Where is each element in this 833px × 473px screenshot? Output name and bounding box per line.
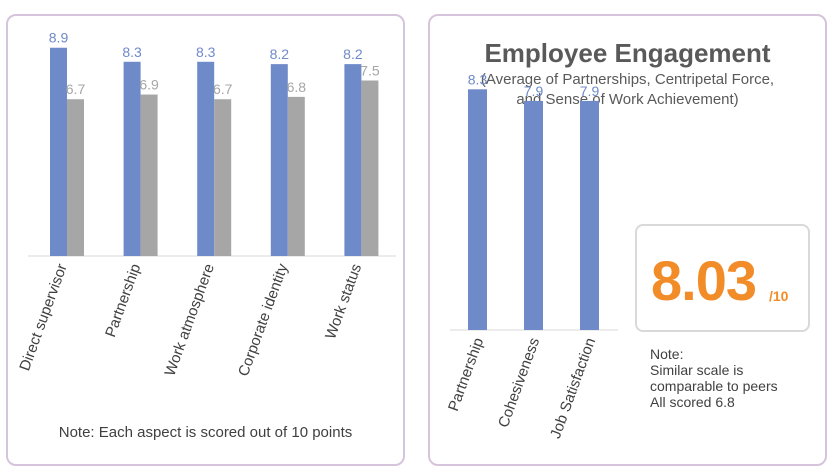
data-label: 8.2 xyxy=(270,46,290,62)
category-label: Partnership xyxy=(102,262,144,340)
data-label: 8.3 xyxy=(122,44,142,60)
engagement-panel: Employee Engagement (Average of Partners… xyxy=(428,14,827,466)
category-label: Cohesiveness xyxy=(495,336,543,430)
engagement-chart: 8.3 Partnership 7.9 Cohesiveness 7.9 Job Sati… xyxy=(445,71,618,441)
category-label: Direct supervisor xyxy=(16,262,70,374)
data-label: 8.9 xyxy=(49,30,69,46)
engagement-score-value: 8.03 xyxy=(651,249,757,312)
data-label: 7.9 xyxy=(524,83,544,99)
data-label: 8.3 xyxy=(196,44,216,60)
peer-note-line2: Similar scale is xyxy=(650,362,744,378)
bar-primary xyxy=(197,61,215,256)
category-label: Corporate identity xyxy=(235,261,292,379)
category-label: Job Satisfaction xyxy=(547,336,599,441)
category-label: Work status xyxy=(322,262,365,342)
category-label: Partnership xyxy=(445,336,487,414)
data-label: 6.7 xyxy=(213,81,233,97)
data-label: 7.9 xyxy=(580,83,600,99)
scoring-note: Note: Each aspect is scored out of 10 po… xyxy=(58,424,353,441)
data-label: 8.3 xyxy=(468,71,488,87)
bar xyxy=(468,89,487,330)
data-label: 7.5 xyxy=(360,63,380,79)
category-label: Work atmosphere xyxy=(162,262,218,379)
engagement-subtitle-line1: (Average of Partnerships, Centripetal Fo… xyxy=(480,71,775,88)
data-label: 8.2 xyxy=(343,46,363,62)
bar xyxy=(580,100,599,331)
bar-comparison xyxy=(287,96,305,256)
bar-comparison xyxy=(214,99,232,256)
peer-note-line4: All scored 6.8 xyxy=(650,394,735,410)
peer-note-line1: Note: xyxy=(650,346,684,362)
aspect-scores-panel: 8.9 6.7 Direct supervisor 8.3 6.9 Partnership… xyxy=(6,14,405,466)
bar-comparison xyxy=(361,80,379,256)
aspect-scores-chart: 8.9 6.7 Direct supervisor 8.3 6.9 Partnership… xyxy=(16,30,396,379)
bar-comparison xyxy=(140,94,158,256)
bar xyxy=(524,100,543,331)
bar-primary xyxy=(123,61,141,256)
engagement-score-box: 8.03 /10 xyxy=(635,224,810,332)
data-label: 6.8 xyxy=(287,79,307,95)
bar-primary xyxy=(270,64,288,256)
peer-note: Note: Similar scale is comparable to pee… xyxy=(650,346,778,410)
bar-primary xyxy=(50,47,67,257)
bar-primary xyxy=(344,64,362,256)
engagement-subtitle-line2: and Sense of Work Achievement) xyxy=(516,91,739,108)
engagement-title: Employee Engagement xyxy=(484,38,771,68)
peer-note-line3: comparable to peers xyxy=(650,378,778,394)
engagement-score-denominator: /10 xyxy=(769,288,789,304)
data-label: 6.9 xyxy=(139,77,159,93)
data-label: 6.7 xyxy=(66,81,86,97)
bar-comparison xyxy=(67,99,84,256)
